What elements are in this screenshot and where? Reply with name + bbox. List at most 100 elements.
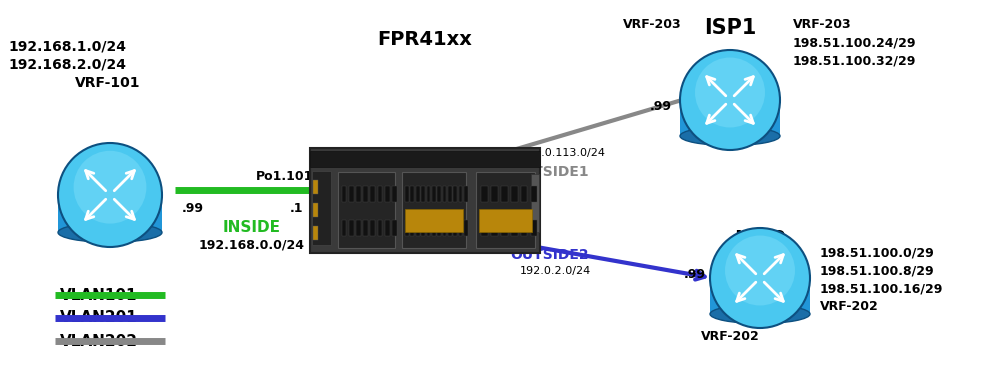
FancyBboxPatch shape	[479, 209, 532, 232]
Text: 198.51.100.8/29: 198.51.100.8/29	[820, 264, 935, 277]
FancyBboxPatch shape	[427, 186, 431, 202]
FancyBboxPatch shape	[531, 186, 537, 202]
Circle shape	[725, 235, 795, 306]
Circle shape	[710, 228, 810, 328]
Text: OUTSIDE1: OUTSIDE1	[510, 165, 588, 179]
Text: OUTSIDE2: OUTSIDE2	[510, 248, 588, 262]
FancyBboxPatch shape	[416, 220, 420, 236]
FancyBboxPatch shape	[364, 186, 368, 202]
FancyBboxPatch shape	[511, 220, 517, 236]
FancyBboxPatch shape	[349, 220, 354, 236]
Circle shape	[695, 57, 765, 128]
Text: 198.51.100.0/29: 198.51.100.0/29	[820, 246, 935, 259]
FancyBboxPatch shape	[392, 186, 397, 202]
FancyBboxPatch shape	[313, 171, 331, 245]
Text: .99: .99	[684, 268, 706, 281]
Text: VRF-203: VRF-203	[623, 18, 681, 31]
FancyBboxPatch shape	[459, 220, 463, 236]
Text: Po1.202: Po1.202	[398, 231, 456, 244]
FancyBboxPatch shape	[511, 186, 517, 202]
FancyBboxPatch shape	[476, 172, 535, 248]
Text: VRF-101: VRF-101	[75, 76, 141, 90]
FancyBboxPatch shape	[378, 186, 383, 202]
FancyBboxPatch shape	[531, 220, 537, 236]
FancyBboxPatch shape	[422, 186, 425, 202]
Text: .1: .1	[398, 199, 412, 212]
FancyBboxPatch shape	[385, 220, 390, 236]
FancyBboxPatch shape	[416, 186, 420, 202]
FancyBboxPatch shape	[392, 220, 397, 236]
Text: 203.0.113.0/24: 203.0.113.0/24	[520, 148, 605, 158]
FancyBboxPatch shape	[432, 186, 436, 202]
Text: 198.51.100.24/29: 198.51.100.24/29	[793, 36, 916, 49]
FancyBboxPatch shape	[521, 220, 527, 236]
FancyBboxPatch shape	[492, 220, 498, 236]
Text: ISP2: ISP2	[734, 230, 786, 250]
Text: INSIDE: INSIDE	[223, 220, 281, 235]
Circle shape	[74, 151, 147, 223]
FancyBboxPatch shape	[349, 186, 354, 202]
FancyBboxPatch shape	[448, 220, 452, 236]
FancyBboxPatch shape	[427, 220, 431, 236]
FancyBboxPatch shape	[680, 100, 780, 136]
FancyBboxPatch shape	[438, 186, 441, 202]
FancyBboxPatch shape	[405, 186, 409, 202]
Text: VRF-202: VRF-202	[820, 300, 879, 313]
FancyBboxPatch shape	[371, 186, 376, 202]
FancyBboxPatch shape	[443, 220, 447, 236]
FancyBboxPatch shape	[411, 220, 415, 236]
Ellipse shape	[710, 305, 810, 323]
FancyBboxPatch shape	[364, 220, 368, 236]
Text: 192.168.2.0/24: 192.168.2.0/24	[8, 58, 126, 72]
FancyBboxPatch shape	[432, 220, 436, 236]
FancyBboxPatch shape	[521, 186, 527, 202]
Text: ISP1: ISP1	[704, 18, 756, 38]
Circle shape	[680, 50, 780, 150]
FancyBboxPatch shape	[342, 220, 347, 236]
Text: 198.51.100.32/29: 198.51.100.32/29	[793, 54, 916, 67]
FancyBboxPatch shape	[356, 220, 361, 236]
Text: Po1.203: Po1.203	[398, 183, 456, 196]
Text: VLAN202: VLAN202	[60, 333, 138, 349]
Text: 192.168.1.0/24: 192.168.1.0/24	[8, 40, 126, 54]
FancyBboxPatch shape	[310, 151, 540, 167]
Text: .99: .99	[182, 202, 204, 215]
Text: VRF-202: VRF-202	[700, 330, 759, 343]
FancyBboxPatch shape	[406, 209, 464, 232]
FancyBboxPatch shape	[411, 186, 415, 202]
FancyBboxPatch shape	[314, 203, 318, 217]
Text: .99: .99	[650, 100, 672, 113]
Text: .1: .1	[290, 202, 303, 215]
FancyBboxPatch shape	[338, 172, 395, 248]
FancyBboxPatch shape	[443, 186, 447, 202]
Text: VLAN101: VLAN101	[60, 287, 138, 303]
FancyBboxPatch shape	[448, 186, 452, 202]
FancyBboxPatch shape	[465, 186, 468, 202]
FancyBboxPatch shape	[492, 186, 498, 202]
FancyBboxPatch shape	[405, 220, 409, 236]
Text: 198.51.100.16/29: 198.51.100.16/29	[820, 282, 943, 295]
FancyBboxPatch shape	[371, 220, 376, 236]
Text: VRF-203: VRF-203	[793, 18, 851, 31]
FancyBboxPatch shape	[378, 220, 383, 236]
Text: 192.168.0.0/24: 192.168.0.0/24	[199, 238, 305, 251]
FancyBboxPatch shape	[385, 186, 390, 202]
FancyBboxPatch shape	[482, 186, 488, 202]
FancyBboxPatch shape	[402, 172, 467, 248]
FancyBboxPatch shape	[342, 186, 347, 202]
Text: .1: .1	[398, 215, 412, 228]
Ellipse shape	[680, 127, 780, 145]
FancyBboxPatch shape	[58, 195, 162, 232]
Ellipse shape	[58, 223, 162, 242]
Circle shape	[58, 143, 162, 247]
Text: 192.0.2.0/24: 192.0.2.0/24	[520, 266, 591, 276]
FancyBboxPatch shape	[356, 186, 361, 202]
FancyBboxPatch shape	[422, 220, 425, 236]
Text: FPR41xx: FPR41xx	[378, 30, 473, 49]
FancyBboxPatch shape	[482, 220, 488, 236]
FancyBboxPatch shape	[530, 174, 538, 232]
FancyBboxPatch shape	[314, 226, 318, 240]
FancyBboxPatch shape	[501, 220, 507, 236]
FancyBboxPatch shape	[501, 186, 507, 202]
FancyBboxPatch shape	[459, 186, 463, 202]
